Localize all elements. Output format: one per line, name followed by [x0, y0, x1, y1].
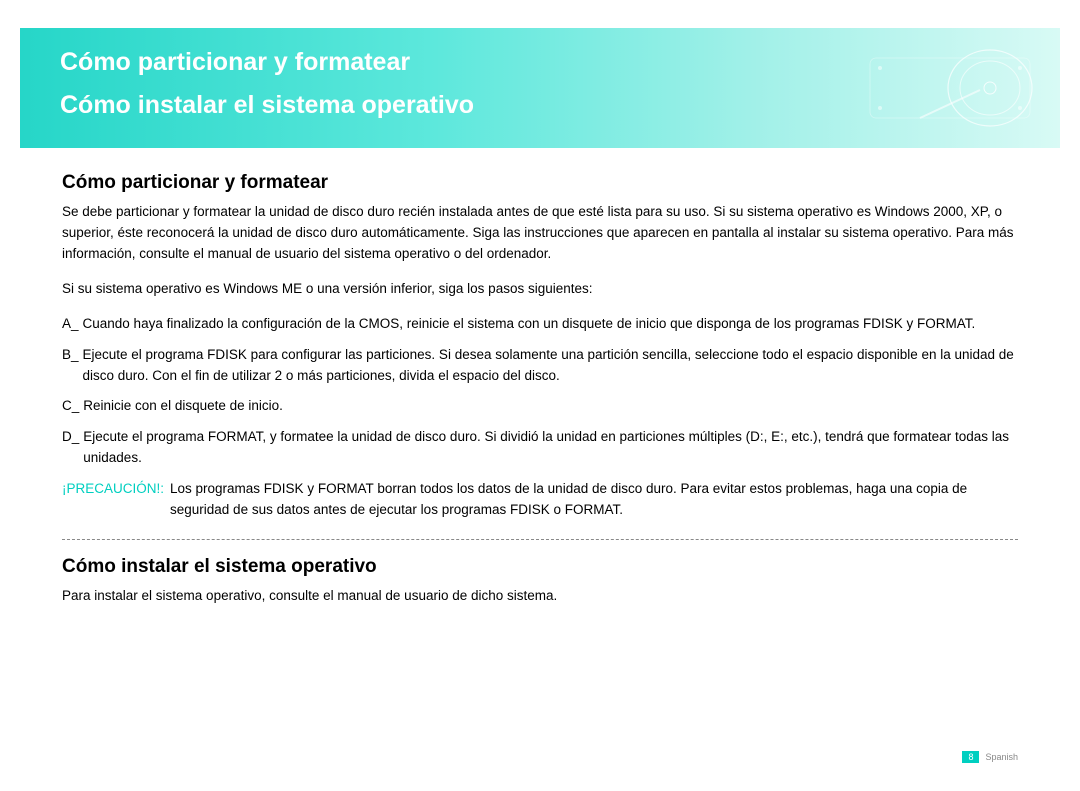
step-d: D_ Ejecute el programa FORMAT, y formate…: [62, 427, 1018, 469]
step-a: A_ Cuando haya finalizado la configuraci…: [62, 314, 1018, 335]
page-number-badge: 8: [962, 751, 979, 763]
caution-block: ¡PRECAUCIÓN!: Los programas FDISK y FORM…: [62, 479, 1018, 521]
section1-subintro: Si su sistema operativo es Windows ME o …: [62, 279, 1018, 300]
step-label: C_: [62, 396, 79, 417]
banner-title-1: Cómo particionar y formatear: [20, 28, 1060, 79]
step-text: Ejecute el programa FDISK para configura…: [83, 345, 1018, 387]
step-text: Cuando haya finalizado la configuración …: [83, 314, 1018, 335]
page-footer: 8 Spanish: [962, 751, 1018, 763]
banner-title-2: Cómo instalar el sistema operativo: [20, 79, 1060, 122]
step-label: B_: [62, 345, 79, 387]
section1-intro: Se debe particionar y formatear la unida…: [62, 202, 1018, 265]
step-label: D_: [62, 427, 79, 469]
caution-label: ¡PRECAUCIÓN!:: [62, 479, 164, 521]
page-content: Cómo particionar y formatear Se debe par…: [0, 148, 1080, 607]
section2-title: Cómo instalar el sistema operativo: [62, 556, 1018, 578]
step-label: A_: [62, 314, 79, 335]
step-text: Reinicie con el disquete de inicio.: [83, 396, 1018, 417]
section1-title: Cómo particionar y formatear: [62, 172, 1018, 194]
section-divider: [62, 539, 1018, 540]
header-banner: Cómo particionar y formatear Cómo instal…: [20, 28, 1060, 148]
step-b: B_ Ejecute el programa FDISK para config…: [62, 345, 1018, 387]
footer-language: Spanish: [985, 752, 1018, 762]
caution-text: Los programas FDISK y FORMAT borran todo…: [170, 479, 1018, 521]
step-c: C_ Reinicie con el disquete de inicio.: [62, 396, 1018, 417]
section2-body: Para instalar el sistema operativo, cons…: [62, 586, 1018, 607]
step-text: Ejecute el programa FORMAT, y formatee l…: [83, 427, 1018, 469]
